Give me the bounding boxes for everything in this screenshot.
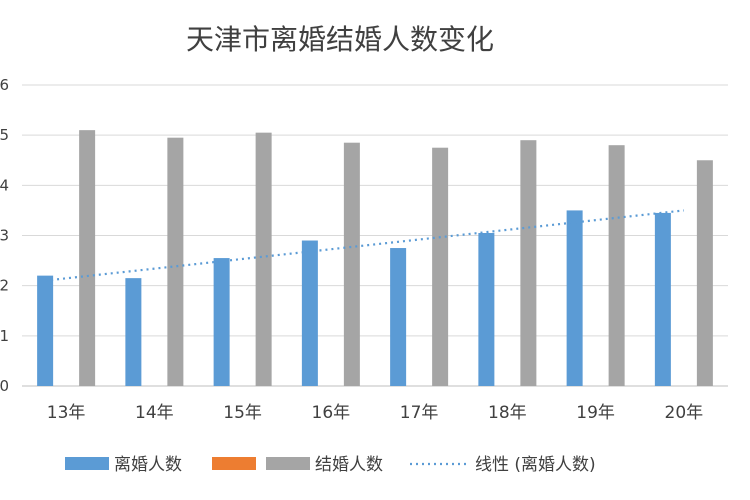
- marriage-bar: [79, 130, 96, 386]
- divorce-bar: [390, 248, 407, 386]
- bars: [37, 130, 713, 386]
- marriage-bar: [255, 132, 272, 386]
- marriage-bar: [167, 137, 184, 386]
- x-tick-label: 17年: [400, 403, 439, 423]
- marriage-bar: [343, 142, 360, 386]
- x-tick-label: 14年: [135, 403, 174, 423]
- y-tick-label: 3: [0, 227, 9, 245]
- divorce-bar: [37, 275, 54, 386]
- marriage-bar: [520, 140, 537, 386]
- x-tick-label: 13年: [47, 403, 86, 423]
- x-tick-label: 20年: [665, 403, 704, 423]
- marriage-bar: [608, 145, 625, 386]
- y-tick-labels: 0 1 2 3 4 5 6: [0, 76, 9, 395]
- divorce-bar: [125, 278, 142, 386]
- y-tick-label: 0: [0, 377, 9, 395]
- y-tick-label: 4: [0, 176, 9, 194]
- chart-title: 天津市离婚结婚人数变化: [185, 23, 494, 56]
- legend: 离婚人数 结婚人数 线性 (离婚人数): [65, 455, 596, 475]
- y-tick-label: 6: [0, 76, 9, 94]
- legend-divorce-swatch: [65, 457, 109, 470]
- legend-trendline-label: 线性 (离婚人数): [475, 455, 596, 475]
- marriage-bar: [432, 147, 449, 386]
- x-tick-labels: 13年 14年 15年 16年 17年 18年 19年 20年: [47, 403, 703, 423]
- y-tick-label: 1: [0, 327, 9, 345]
- y-tick-label: 5: [0, 126, 9, 144]
- legend-divorce-label: 离婚人数: [114, 455, 182, 475]
- x-tick-label: 15年: [223, 403, 262, 423]
- divorce-bar: [213, 258, 230, 386]
- x-tick-label: 18年: [488, 403, 527, 423]
- x-tick-label: 19年: [576, 403, 615, 423]
- x-tick-label: 16年: [312, 403, 351, 423]
- divorce-bar: [301, 240, 318, 386]
- legend-series2-swatch: [212, 457, 256, 470]
- trendline-layer: [45, 209, 684, 282]
- divorce-bar: [478, 232, 495, 386]
- divorce-bar: [654, 212, 671, 386]
- marriage-bar: [696, 160, 713, 386]
- legend-marriage-swatch: [266, 457, 310, 470]
- trendline: [45, 209, 684, 282]
- legend-marriage-label: 结婚人数: [315, 455, 383, 475]
- y-tick-label: 2: [0, 277, 9, 295]
- divorce-bar: [566, 210, 583, 386]
